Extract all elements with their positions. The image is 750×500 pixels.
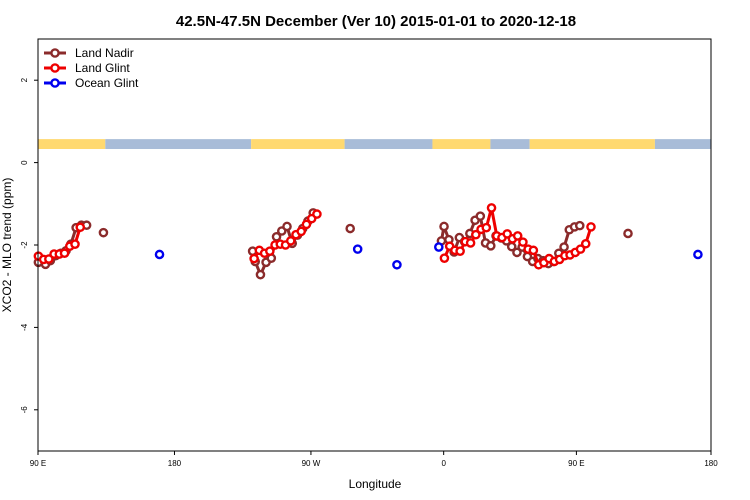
x-tick-label: 180 <box>704 459 718 468</box>
legend-label: Ocean Glint <box>75 76 139 90</box>
data-point <box>282 221 292 232</box>
y-tick-label: -6 <box>20 406 29 414</box>
data-point <box>439 221 449 232</box>
data-point <box>475 211 486 221</box>
data-point <box>249 253 259 264</box>
y-tick-label: 0 <box>20 160 29 165</box>
data-point <box>693 249 703 260</box>
land-bar-segment-7 <box>654 139 711 150</box>
land-bar-segment-5 <box>490 139 530 150</box>
series-ocean-glint <box>154 242 703 270</box>
land-bar-segment-3 <box>344 139 433 150</box>
data-point <box>271 231 282 242</box>
data-point <box>255 269 266 280</box>
data-point <box>465 238 476 248</box>
land-bar-segment-1 <box>105 139 252 150</box>
data-point <box>154 249 165 260</box>
legend-label: Land Glint <box>75 61 130 75</box>
x-tick-label: 90 W <box>302 459 321 468</box>
y-axis-label: XCO2 - MLO trend (ppm) <box>0 178 14 313</box>
data-point <box>623 228 633 239</box>
data-point <box>59 248 70 259</box>
data-point <box>285 236 296 246</box>
data-point <box>471 229 481 240</box>
plot-frame <box>37 38 712 452</box>
legend-marker <box>50 48 60 58</box>
x-tick-label: 180 <box>168 459 182 468</box>
data-point <box>518 237 528 247</box>
data-point <box>352 244 363 254</box>
x-tick-label: 0 <box>441 459 446 468</box>
data-point <box>296 226 307 237</box>
land-bar-segment-2 <box>251 139 345 150</box>
data-point <box>528 245 539 256</box>
land-bar-segment-4 <box>432 139 491 150</box>
data-point <box>485 241 496 251</box>
y-tick-label: 2 <box>20 77 29 82</box>
x-axis-label: Longitude <box>349 477 402 491</box>
land-bar-segment-0 <box>38 139 106 150</box>
data-point <box>481 222 492 233</box>
data-point <box>559 242 569 252</box>
data-point <box>512 231 523 241</box>
data-point <box>75 222 86 233</box>
data-point <box>486 203 497 213</box>
data-point <box>434 242 444 252</box>
data-point <box>265 246 275 256</box>
y-axis: -6 -4 -2 0 2 <box>20 77 38 413</box>
legend-marker <box>50 78 60 88</box>
data-point <box>98 227 109 238</box>
data-point <box>574 220 585 231</box>
series-land-glint <box>33 203 596 270</box>
data-point <box>312 209 322 219</box>
data-point <box>392 259 402 270</box>
data-point <box>580 238 591 249</box>
data-point <box>586 222 596 232</box>
y-tick-label: -4 <box>20 323 29 331</box>
legend-label: Land Nadir <box>75 46 134 60</box>
legend-marker <box>50 63 60 73</box>
chart-title: 42.5N-47.5N December (Ver 10) 2015-01-01… <box>176 13 576 30</box>
data-point <box>455 246 465 256</box>
x-tick-label: 90 E <box>568 459 584 468</box>
series-layer <box>33 203 703 280</box>
data-point <box>70 239 80 249</box>
data-point <box>439 253 450 263</box>
land-ocean-bar <box>38 139 711 150</box>
land-bar-segment-6 <box>529 139 655 150</box>
data-point <box>345 223 355 234</box>
x-tick-label: 90 E <box>30 459 46 468</box>
y-tick-label: -2 <box>20 241 29 249</box>
data-point <box>301 219 312 230</box>
data-point <box>575 244 586 254</box>
x-axis: 90 E 180 90 W 0 90 E 180 <box>30 451 718 468</box>
data-point <box>512 247 522 258</box>
